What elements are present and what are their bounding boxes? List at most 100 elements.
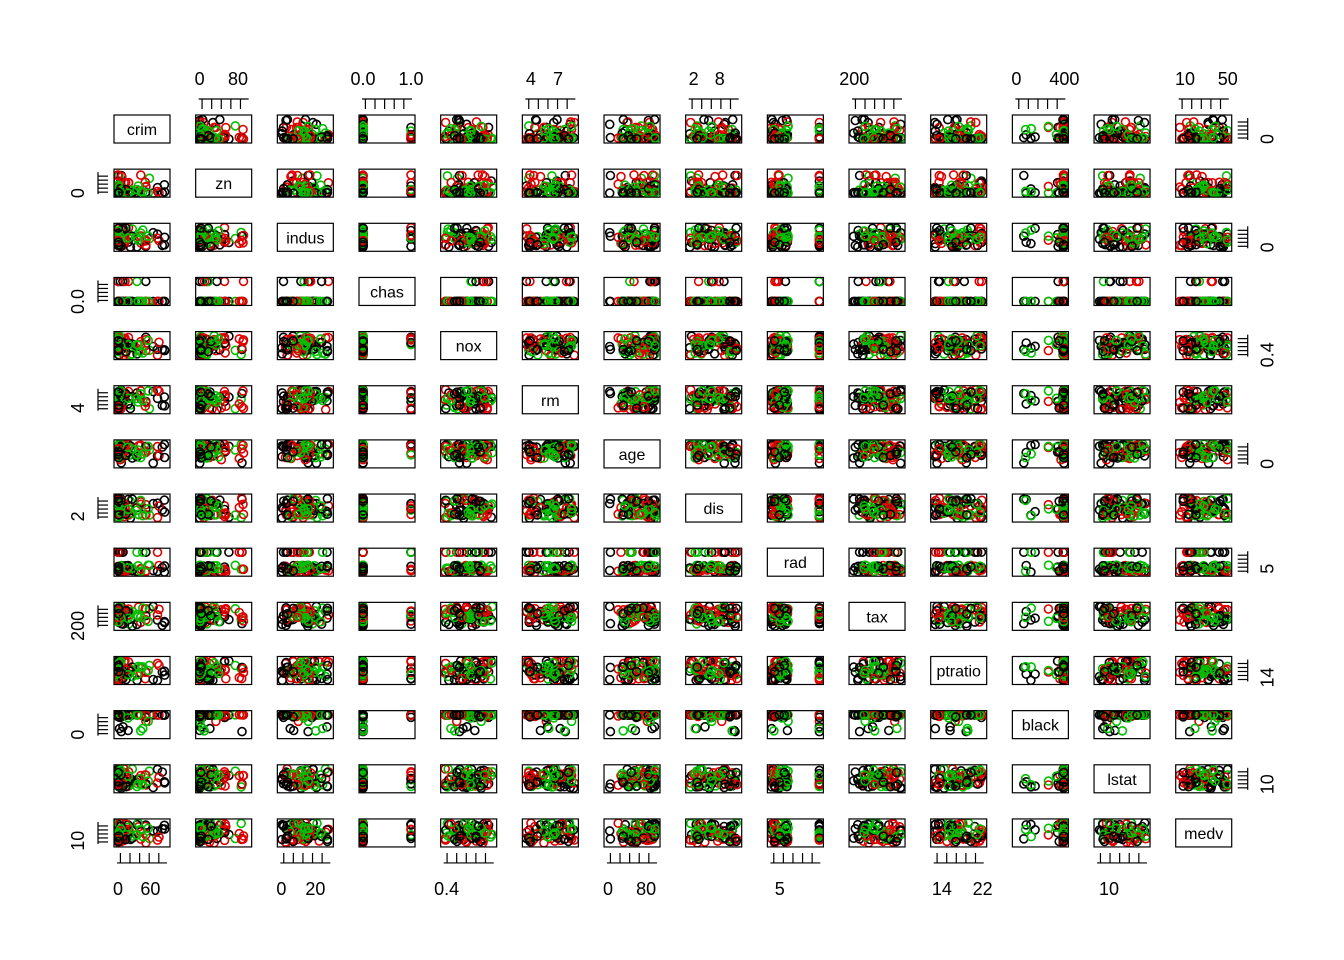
data-point	[142, 277, 150, 285]
data-point	[473, 118, 481, 126]
panel-nox-vs-indus	[277, 332, 333, 360]
panel-zn-vs-nox	[441, 169, 497, 197]
panel-zn-vs-chas	[359, 169, 415, 197]
panel-chas-vs-nox	[441, 277, 497, 305]
data-point	[221, 277, 229, 285]
panel-nox-vs-medv	[1176, 332, 1232, 360]
data-point	[729, 116, 737, 124]
data-point	[711, 173, 719, 181]
data-point	[213, 277, 221, 285]
panel-zn-vs-rm	[522, 169, 578, 197]
data-point	[815, 297, 823, 305]
panel-indus-vs-rm	[522, 223, 578, 251]
panel-chas-vs-crim	[114, 277, 170, 305]
panel-crim-vs-rad	[767, 115, 823, 143]
panel-crim-vs-lstat	[1094, 115, 1150, 143]
panel-crim-vs-indus	[277, 115, 333, 143]
panel-nox-vs-zn	[196, 332, 252, 360]
data-point	[719, 171, 727, 179]
panel-zn-vs-zn: zn	[196, 169, 252, 197]
panel-zn-vs-lstat	[1094, 169, 1150, 197]
data-point	[1044, 347, 1052, 355]
data-point	[606, 172, 614, 180]
panel-nox-vs-nox: nox	[441, 332, 497, 360]
panel-nox-vs-chas	[359, 332, 415, 360]
data-point	[1027, 240, 1035, 248]
panel-crim-vs-tax	[849, 115, 905, 143]
panel-chas-vs-zn	[196, 277, 252, 305]
data-point	[407, 171, 415, 179]
data-point	[630, 171, 638, 179]
data-point	[606, 120, 614, 128]
panel-nox-vs-black	[1012, 332, 1068, 360]
data-point	[133, 277, 141, 285]
panel-nox-vs-crim	[114, 332, 170, 360]
panel-crim-vs-dis	[686, 115, 742, 143]
panel-chas-vs-black	[1012, 277, 1068, 305]
variable-label-indus: indus	[286, 230, 324, 247]
panel-indus-vs-tax	[849, 223, 905, 251]
data-point	[240, 277, 248, 285]
panel-zn-vs-medv	[1176, 169, 1232, 197]
panel-crim-vs-nox	[441, 115, 497, 143]
panel-zn-vs-dis	[686, 169, 742, 197]
data-point	[1121, 118, 1129, 126]
panel-chas-vs-ptratio	[931, 277, 987, 305]
panel-zn-vs-indus	[277, 169, 333, 197]
panel-chas-vs-chas: chas	[359, 277, 415, 305]
data-point	[606, 189, 614, 197]
panel-indus-vs-nox	[441, 223, 497, 251]
data-point	[280, 277, 288, 285]
panel-chas-vs-age	[604, 277, 660, 305]
panel-nox-vs-rm	[522, 332, 578, 360]
panel-crim-vs-chas	[359, 115, 415, 143]
panel-chas-vs-rm	[522, 277, 578, 305]
panel-chas-vs-medv	[1176, 277, 1232, 305]
data-point	[862, 277, 870, 285]
panel-crim-vs-age	[604, 115, 660, 143]
panel-zn-vs-crim	[114, 169, 170, 197]
panel-chas-vs-dis	[686, 277, 742, 305]
panel-indus-vs-medv	[1176, 223, 1232, 251]
data-point	[815, 277, 823, 285]
panel-zn-vs-ptratio	[931, 169, 987, 197]
data-point	[231, 122, 239, 130]
panel-chas-vs-tax	[849, 277, 905, 305]
panel-indus-vs-crim	[114, 223, 170, 251]
panel-indus-vs-black	[1012, 223, 1068, 251]
data-point	[1027, 125, 1035, 133]
panel-nox-vs-rad	[767, 332, 823, 360]
panel-crim-vs-ptratio	[931, 115, 987, 143]
data-point	[1045, 336, 1053, 344]
panel-indus-vs-dis	[686, 223, 742, 251]
panel-indus-vs-indus: indus	[277, 223, 333, 251]
panel-chas-vs-indus	[277, 277, 333, 305]
panel-indus-vs-ptratio	[931, 223, 987, 251]
data-point	[216, 116, 224, 124]
data-point	[1020, 172, 1028, 180]
panel-indus-vs-chas	[359, 223, 415, 251]
panel-zn-vs-rad	[767, 169, 823, 197]
data-point	[239, 126, 247, 134]
data-point	[137, 171, 145, 179]
panel-indus-vs-age	[604, 223, 660, 251]
panel-zn-vs-tax	[849, 169, 905, 197]
panel-nox-vs-lstat	[1094, 332, 1150, 360]
panel-nox-vs-tax	[849, 332, 905, 360]
data-point	[950, 171, 958, 179]
panel-nox-vs-age	[604, 332, 660, 360]
panel-nox-vs-dis	[686, 332, 742, 360]
variable-label-chas: chas	[370, 284, 404, 301]
panel-chas-vs-rad	[767, 277, 823, 305]
variable-label-zn: zn	[215, 176, 232, 193]
panel-indus-vs-zn	[196, 223, 252, 251]
panel-crim-vs-black	[1012, 115, 1068, 143]
data-point	[606, 134, 614, 142]
panel-indus-vs-rad	[767, 223, 823, 251]
panel-crim-vs-crim: crim	[114, 115, 170, 143]
data-point	[695, 277, 703, 285]
data-point	[960, 277, 968, 285]
variable-label-crim: crim	[127, 122, 157, 139]
panel-zn-vs-age	[604, 169, 660, 197]
data-point	[854, 277, 862, 285]
